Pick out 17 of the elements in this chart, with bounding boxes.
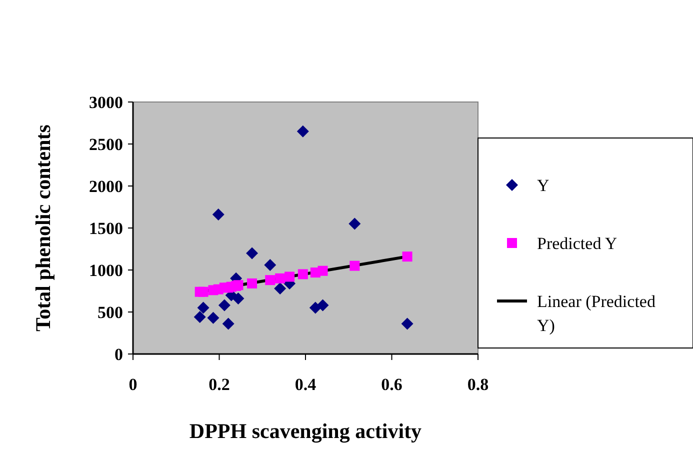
x-tick-label: 0.8 bbox=[467, 375, 489, 394]
x-tick-label: 0.4 bbox=[294, 375, 317, 394]
legend-label: Predicted Y bbox=[537, 234, 618, 253]
y-tick-label: 500 bbox=[98, 302, 123, 322]
x-tick-label: 0.2 bbox=[208, 375, 230, 394]
y-tick-label: 3000 bbox=[89, 92, 123, 112]
y-tick-label: 2000 bbox=[89, 176, 123, 196]
y-tick-label: 1000 bbox=[89, 260, 123, 280]
x-axis-title: DPPH scavenging activity bbox=[189, 419, 422, 443]
legend-label: Y bbox=[537, 176, 550, 195]
legend-label: Linear (Predicted Y) bbox=[537, 292, 656, 335]
x-tick-label: 0.6 bbox=[381, 375, 402, 394]
y-tick-label: 1500 bbox=[89, 218, 123, 238]
y-axis-title: Total phenolic contents bbox=[31, 124, 55, 332]
x-tick-label: 0 bbox=[128, 375, 138, 394]
y-tick-label: 0 bbox=[114, 344, 123, 364]
y-tick-label: 2500 bbox=[89, 134, 123, 154]
